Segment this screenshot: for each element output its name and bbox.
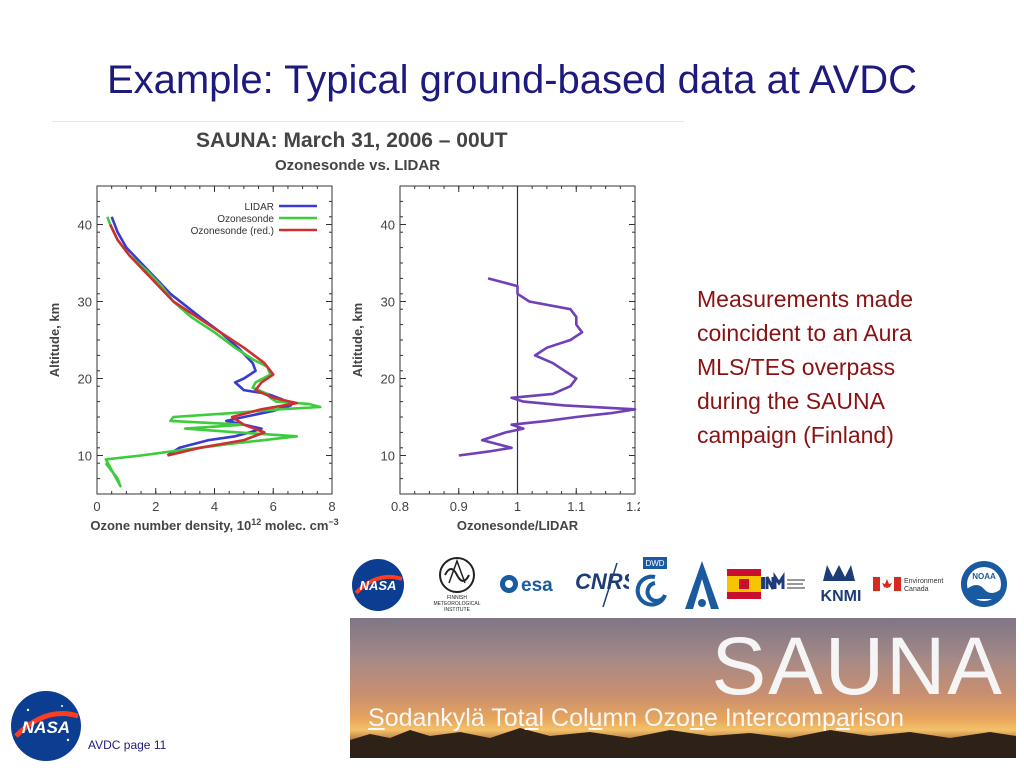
dwd-text: DWD [645,559,664,568]
knmi-logo: KNMI [821,565,862,605]
ratio-x-axis-label: Ozonesonde/LIDAR [457,518,579,533]
esa-text: esa [521,575,553,596]
noaa-text: NOAA [972,572,996,581]
cnrs-text: CNRS [575,569,629,594]
fmi-text: FINNISH [447,595,467,601]
esa-logo: esa [500,575,553,596]
banner-subtitle: Sodankylä Total Column Ozone Intercompar… [368,704,904,733]
ratio-y-tick-label: 10 [381,449,395,464]
cnrs-logo: CNRS [575,562,629,608]
ratio-x-tick-label: 1.1 [567,499,585,514]
side-text-line: campaign (Finland) [697,422,894,448]
side-text: Measurements made coincident to an Aura … [697,282,997,452]
ratio-series-line [458,277,637,457]
banner-subtitle-part: n [689,704,704,732]
banner-subtitle-part: mn Ozo [602,704,690,732]
nasa-footer-logo: NASA [11,691,81,761]
density-x-tick-label: 8 [328,499,335,514]
side-text-line: Measurements made [697,286,914,312]
density-x-tick-label: 0 [93,499,100,514]
banner-subtitle-part: a [835,704,850,732]
nasa-footer-text: NASA [22,718,70,737]
slide-title: Example: Typical ground-based data at AV… [106,58,918,102]
density-plot-frame [96,185,333,495]
side-text-line: coincident to an Aura [697,320,912,346]
density-legend-label: LIDAR [245,202,274,213]
sauna-banner: SAUNA Sodankylä Total Column Ozone Inter… [350,618,1016,758]
aemet-logo [685,561,719,609]
ozone-chart: 0 2 4 6 8 10 20 30 40 Altitude, km Ozone number de… [47,185,640,533]
ratio-y-axis-label: Altitude, km [350,303,365,377]
fmi-logo: FINNISH METEOROLOGICAL INSTITUTE [434,557,481,613]
side-text-line: MLS/TES overpass [697,354,896,380]
density-y-tick-label: 20 [78,372,92,387]
ratio-y-tick-label: 20 [381,372,395,387]
ratio-y-tick-label: 40 [381,218,395,233]
density-x-tick-label: 4 [211,499,218,514]
density-x-tick-label: 2 [152,499,159,514]
title-rule [52,121,684,122]
ratio-x-tick-label: 0.8 [391,499,409,514]
inm-logo [761,572,805,590]
ec-text: Environment [904,578,943,585]
nasa-logo-text: NASA [360,578,397,593]
banner-title: SAUNA [711,621,1004,712]
noaa-logo: NOAA [961,561,1007,607]
banner-subtitle-part: u [588,704,603,732]
density-legend-label: Ozonesonde (red.) [191,226,274,237]
banner-subtitle-part: e Intercomp [703,704,836,732]
ratio-y-tick-label: 30 [381,295,395,310]
partner-logos: NASA FINNISH METEOROLOGICAL INSTITUTE es… [345,553,1013,615]
knmi-text: KNMI [821,588,862,605]
ratio-x-tick-label: 0.9 [450,499,468,514]
spain-ministry-logo [727,569,761,599]
ec-text: Canada [904,586,929,593]
density-x-tick-label: 6 [270,499,277,514]
environment-canada-logo: Environment Canada [873,576,943,593]
density-y-tick-label: 30 [78,295,92,310]
footer-page-label: AVDC page 11 [88,738,167,752]
ratio-x-tick-label: 1 [514,499,521,514]
density-y-tick-label: 10 [78,449,92,464]
banner-subtitle-part: a [524,704,539,732]
treeline-icon [350,728,1016,758]
side-text-line: during the SAUNA [697,388,885,414]
ratio-x-tick-label: 1.2 [626,499,640,514]
figure-subtitle: Ozonesonde vs. LIDAR [275,157,441,174]
density-y-tick-label: 40 [78,218,92,233]
dwd-logo: DWD [635,557,667,607]
density-x-axis-label: Ozone number density, 1012 molec. cm−3 [90,517,338,533]
banner-subtitle-part: rison [849,704,904,732]
fmi-text: INSTITUTE [444,607,470,613]
density-y-axis-label: Altitude, km [47,303,62,377]
density-legend-label: Ozonesonde [217,214,274,225]
figure-title: SAUNA: March 31, 2006 – 00UT [196,129,508,152]
density-series-line [109,223,299,457]
fmi-text: METEOROLOGICAL [434,601,481,607]
banner-subtitle-part: odankylä Tot [384,704,525,732]
banner-subtitle-part: l Col [538,704,589,732]
banner-subtitle-part: S [368,704,385,732]
nasa-logo: NASA [352,559,404,611]
